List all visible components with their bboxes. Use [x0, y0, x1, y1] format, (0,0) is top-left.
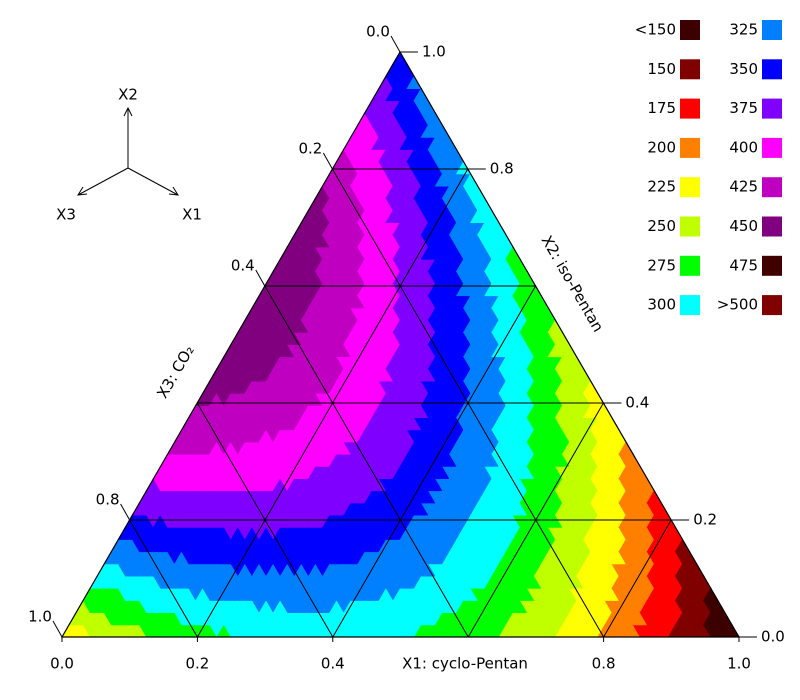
- x3-tick-label: 1.0: [28, 608, 52, 626]
- x1-tick-label: 0.0: [50, 655, 74, 673]
- icon-axis: [77, 167, 129, 196]
- tick-mark: [255, 269, 266, 287]
- legend-label: 325: [729, 21, 758, 39]
- legend-label: 250: [647, 217, 676, 235]
- contour-cell: [392, 51, 408, 65]
- contour-field: [61, 51, 740, 638]
- legend-label: 350: [729, 60, 758, 78]
- legend-label: 225: [647, 178, 676, 196]
- icon-axis: [127, 167, 179, 196]
- axis-title: X3: CO₂: [153, 342, 198, 401]
- icon-arrow: [123, 106, 133, 117]
- x3-tick-label: 0.8: [96, 491, 120, 509]
- x1-tick-label: 1.0: [727, 655, 751, 673]
- x2-tick-label: 0.0: [761, 628, 785, 646]
- tick-mark: [120, 503, 131, 521]
- legend-label: 475: [729, 256, 758, 274]
- axis-title: X1: cyclo-Pentan: [402, 655, 528, 673]
- icon-label: X3: [56, 206, 76, 224]
- tick-mark: [52, 620, 63, 638]
- legend-label: 275: [647, 256, 676, 274]
- x2-tick-label: 0.4: [625, 394, 649, 412]
- grid: [60, 50, 741, 638]
- orientation-icon: [77, 106, 179, 196]
- x2-tick-label: 0.2: [693, 511, 717, 529]
- x2-tick-label: 1.0: [422, 43, 446, 61]
- legend-swatch: [762, 177, 782, 198]
- grid-line: [332, 285, 537, 638]
- legend-swatch: [680, 98, 700, 119]
- legend-swatch: [680, 216, 700, 237]
- legend-label: 375: [729, 99, 758, 117]
- x1-tick-label: 0.2: [185, 655, 209, 673]
- legend-swatch: [680, 177, 700, 198]
- legend-label: 425: [729, 178, 758, 196]
- x3-tick-label: 0.0: [366, 23, 390, 41]
- x3-tick-label: 0.4: [231, 257, 255, 275]
- grid-line: [196, 402, 334, 638]
- icon-label: X2: [118, 86, 138, 104]
- grid-line: [129, 519, 198, 638]
- legend-label: 450: [729, 217, 758, 235]
- legend-swatch: [762, 295, 782, 316]
- tick-mark: [390, 35, 401, 53]
- x2-tick-label: 0.8: [490, 160, 514, 178]
- legend-swatch: [762, 137, 782, 158]
- legend-label: 400: [729, 138, 758, 156]
- x1-tick-label: 0.8: [592, 655, 616, 673]
- legend-swatch: [680, 137, 700, 158]
- legend-swatch: [680, 295, 700, 316]
- legend: <150 150 175 200 225 250 275 300 325 350 375 400 425…: [635, 20, 782, 316]
- legend-swatch: [762, 216, 782, 237]
- legend-swatch: [762, 20, 782, 40]
- grid-line: [264, 285, 469, 638]
- legend-label: <150: [635, 21, 676, 39]
- icon-arrow: [168, 186, 179, 196]
- legend-label: >500: [717, 296, 758, 314]
- legend-swatch: [680, 20, 700, 40]
- legend-swatch: [762, 59, 782, 80]
- legend-label: 175: [647, 99, 676, 117]
- x3-tick-label: 0.2: [298, 140, 322, 158]
- grid-line: [467, 402, 604, 638]
- legend-label: 150: [647, 60, 676, 78]
- triangle-outline: [60, 50, 741, 638]
- x1-tick-label: 0.4: [321, 655, 345, 673]
- legend-swatch: [762, 98, 782, 119]
- tick-mark: [322, 152, 333, 170]
- legend-swatch: [762, 255, 782, 276]
- legend-swatch: [680, 255, 700, 276]
- legend-label: 300: [647, 296, 676, 314]
- icon-arrow: [77, 186, 88, 196]
- grid-line: [603, 519, 672, 638]
- legend-label: 200: [647, 138, 676, 156]
- icon-label: X1: [182, 206, 202, 224]
- legend-swatch: [680, 59, 700, 80]
